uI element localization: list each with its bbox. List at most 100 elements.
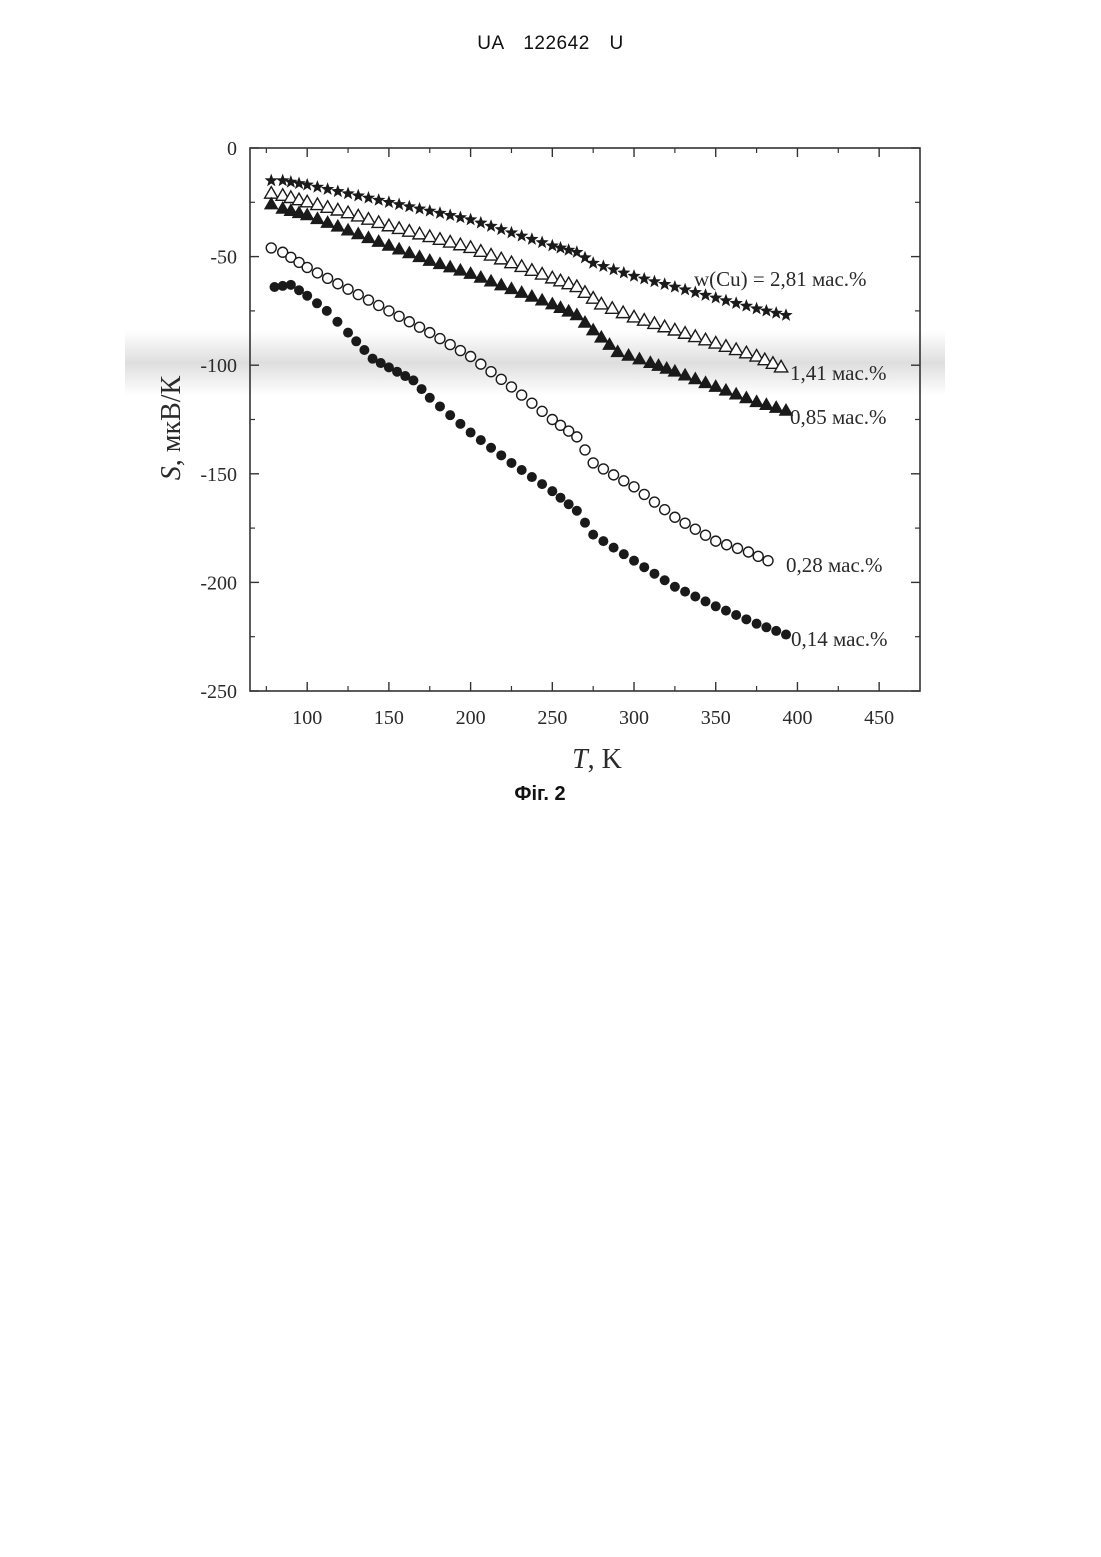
data-point-circle-filled bbox=[761, 622, 771, 632]
data-point-star bbox=[265, 174, 278, 187]
data-point-circle-filled bbox=[466, 428, 476, 438]
data-point-circle-open bbox=[323, 273, 333, 283]
data-point-circle-open bbox=[302, 262, 312, 272]
data-point-circle-filled bbox=[527, 472, 537, 482]
data-point-circle-filled bbox=[302, 291, 312, 301]
data-point-star bbox=[464, 213, 477, 226]
y-tick-label: -250 bbox=[200, 681, 237, 703]
data-point-circle-filled bbox=[629, 556, 639, 566]
data-point-star bbox=[638, 272, 651, 285]
data-point-circle-open bbox=[598, 464, 608, 474]
series-label: 1,41 мас.% bbox=[790, 361, 887, 385]
y-axis-unit: , мкВ/К bbox=[156, 375, 187, 466]
data-point-circle-open bbox=[333, 279, 343, 289]
data-point-circle-open bbox=[466, 352, 476, 362]
data-point-circle-open bbox=[649, 497, 659, 507]
data-point-star bbox=[678, 283, 691, 296]
data-point-star bbox=[709, 291, 722, 304]
data-point-star bbox=[372, 193, 385, 206]
data-point-star bbox=[719, 294, 732, 307]
data-point-circle-filled bbox=[517, 465, 527, 475]
data-point-circle-filled bbox=[609, 543, 619, 553]
y-tick-label: -200 bbox=[200, 572, 237, 594]
data-point-circle-filled bbox=[731, 610, 741, 620]
data-point-circle-open bbox=[425, 328, 435, 338]
data-point-star bbox=[392, 197, 405, 210]
data-point-circle-open bbox=[363, 295, 373, 305]
data-point-circle-filled bbox=[417, 384, 427, 394]
data-point-circle-filled bbox=[435, 401, 445, 411]
data-point-circle-filled bbox=[351, 336, 361, 346]
x-tick-label: 400 bbox=[782, 707, 812, 729]
data-point-star bbox=[311, 180, 324, 193]
x-tick-label: 350 bbox=[701, 707, 731, 729]
data-point-circle-open bbox=[670, 512, 680, 522]
data-point-circle-filled bbox=[476, 435, 486, 445]
data-point-circle-filled bbox=[771, 626, 781, 636]
data-point-circle-open bbox=[711, 536, 721, 546]
y-axis-title: S, мкВ/К bbox=[156, 375, 187, 480]
data-point-circle-open bbox=[639, 489, 649, 499]
data-point-circle-open bbox=[690, 524, 700, 534]
series-label: 0,14 мас.% bbox=[791, 627, 888, 651]
data-point-star bbox=[444, 208, 457, 221]
data-point-star bbox=[423, 204, 436, 217]
data-point-star bbox=[362, 191, 375, 204]
data-point-circle-open bbox=[445, 340, 455, 350]
data-point-circle-open bbox=[580, 445, 590, 455]
data-point-circle-filled bbox=[496, 450, 506, 460]
data-point-circle-filled bbox=[781, 630, 791, 640]
data-point-star bbox=[770, 306, 783, 319]
data-point-circle-open bbox=[527, 398, 537, 408]
series-label: 0,85 мас.% bbox=[790, 405, 887, 429]
data-point-star bbox=[413, 202, 426, 215]
data-point-circle-open bbox=[517, 390, 527, 400]
data-point-star bbox=[779, 308, 792, 321]
y-tick-label: -100 bbox=[200, 355, 237, 377]
data-point-star bbox=[454, 211, 467, 224]
data-point-circle-filled bbox=[486, 443, 496, 453]
data-point-star bbox=[341, 187, 354, 200]
data-point-circle-filled bbox=[721, 606, 731, 616]
series-label: 0,28 мас.% bbox=[786, 553, 883, 577]
data-point-circle-open bbox=[455, 346, 465, 356]
data-point-circle-filled bbox=[455, 419, 465, 429]
data-point-circle-filled bbox=[343, 328, 353, 338]
data-point-triangle-open bbox=[265, 187, 278, 199]
data-point-circle-filled bbox=[580, 518, 590, 528]
data-point-circle-open bbox=[680, 518, 690, 528]
series-labels: w(Cu) = 2,81 мас.%1,41 мас.%0,85 мас.%0,… bbox=[694, 267, 888, 651]
data-point-circle-open bbox=[506, 382, 516, 392]
data-point-star bbox=[331, 184, 344, 197]
data-point-star bbox=[760, 304, 773, 317]
data-point-circle-open bbox=[486, 367, 496, 377]
data-point-circle-open bbox=[476, 359, 486, 369]
data-point-circle-filled bbox=[445, 410, 455, 420]
data-point-star bbox=[321, 182, 334, 195]
x-tick-label: 300 bbox=[619, 707, 649, 729]
x-tick-label: 100 bbox=[292, 707, 322, 729]
x-axis-unit: , K bbox=[588, 744, 622, 775]
data-point-circle-open bbox=[537, 406, 547, 416]
data-point-circle-open bbox=[353, 290, 363, 300]
figure-caption: Фіг. 2 bbox=[0, 783, 1080, 806]
data-point-star bbox=[562, 243, 575, 256]
data-point-circle-open bbox=[733, 543, 743, 553]
data-point-circle-open bbox=[435, 334, 445, 344]
data-point-circle-filled bbox=[555, 493, 565, 503]
data-point-circle-open bbox=[660, 505, 670, 515]
data-point-circle-open bbox=[343, 284, 353, 294]
data-point-circle-open bbox=[722, 540, 732, 550]
data-point-star bbox=[750, 302, 763, 315]
data-point-circle-filled bbox=[670, 582, 680, 592]
data-point-circle-filled bbox=[359, 345, 369, 355]
data-point-circle-filled bbox=[564, 499, 574, 509]
data-point-circle-open bbox=[404, 317, 414, 327]
data-point-circle-open bbox=[496, 374, 506, 384]
data-point-circle-filled bbox=[680, 587, 690, 597]
y-tick-label: -50 bbox=[210, 247, 237, 269]
y-tick-label: -150 bbox=[200, 464, 237, 486]
data-point-circle-filled bbox=[690, 592, 700, 602]
data-point-star bbox=[740, 299, 753, 312]
data-point-circle-filled bbox=[598, 536, 608, 546]
